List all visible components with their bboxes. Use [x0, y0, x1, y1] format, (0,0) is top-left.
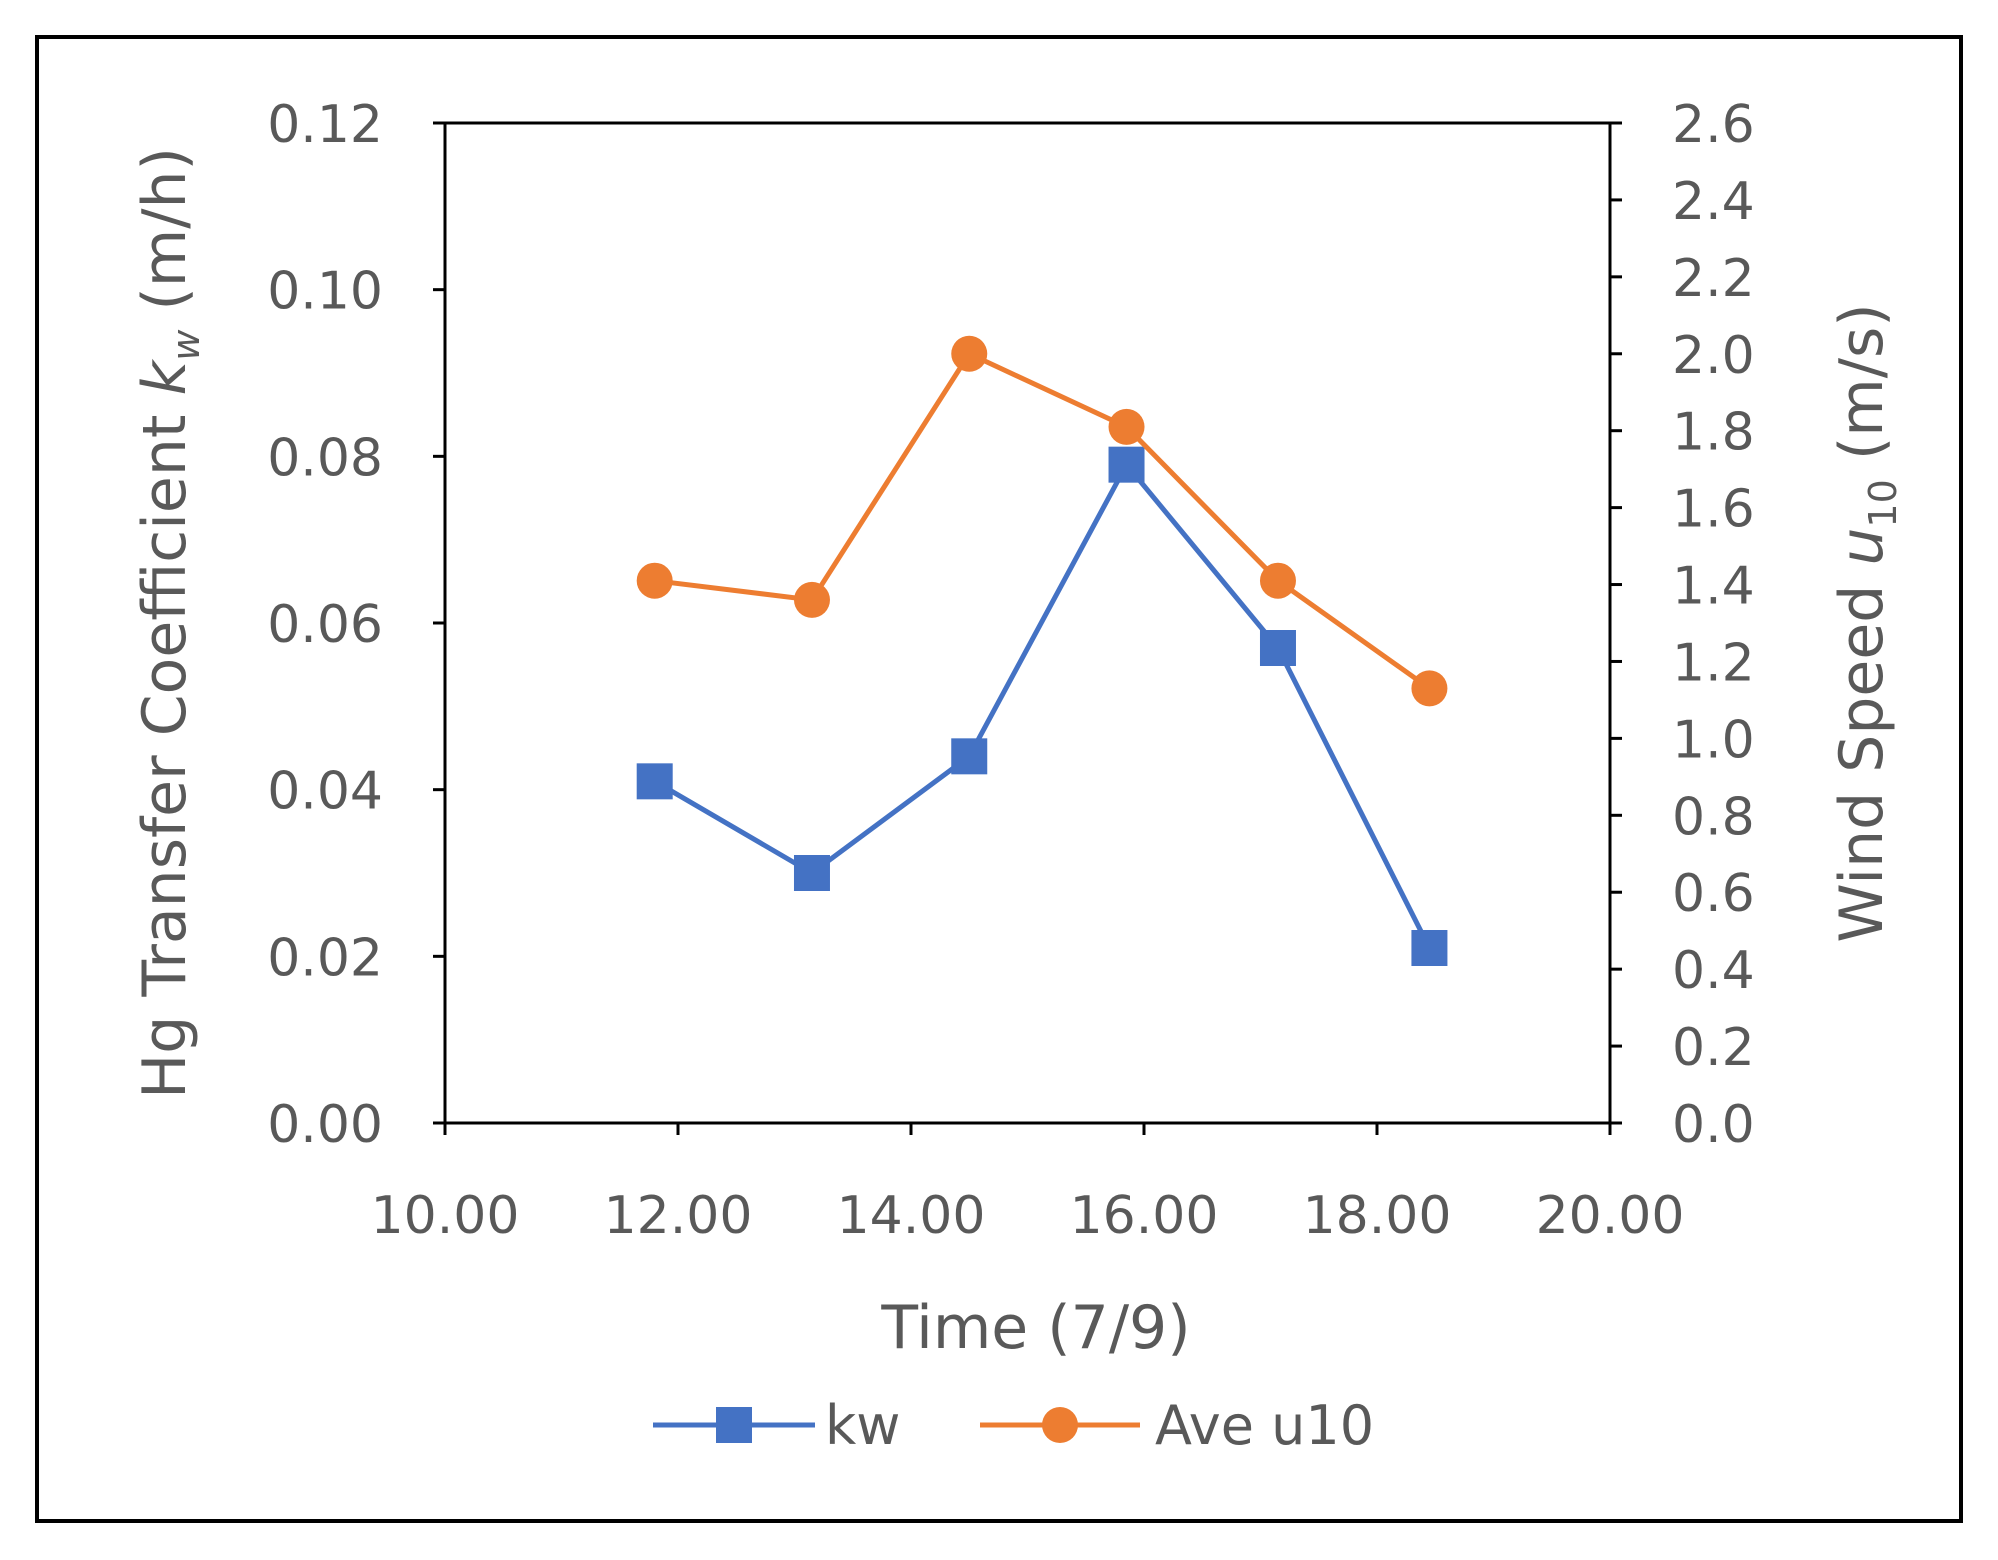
right-tick-label: 0.6	[1672, 864, 1755, 924]
right-axis-title-prefix: Wind Speed	[1827, 566, 1897, 943]
plot-area	[443, 121, 1612, 1125]
left-tick-label: 0.02	[267, 928, 383, 988]
data-point-kw	[1259, 630, 1296, 666]
x-tick-label: 18.00	[1303, 1186, 1452, 1246]
legend-u10-label: Ave u10	[1155, 1394, 1374, 1457]
series-line-u10	[654, 351, 1431, 691]
right-tick-label: 0.2	[1672, 1018, 1755, 1078]
right-tick-label: 0.0	[1672, 1095, 1755, 1155]
series-line-kw	[653, 462, 1432, 950]
right-tick-label: 2.4	[1672, 172, 1755, 232]
right-axis-title-suffix: (m/s)	[1827, 303, 1897, 479]
legend-kw-marker	[716, 1407, 752, 1443]
right-tick-label: 0.8	[1672, 787, 1755, 847]
left-axis-title-subscript: w	[164, 329, 208, 361]
x-axis: 10.00 12.00 14.00 16.00 18.00 20.00	[371, 1123, 1685, 1246]
x-tick-label: 20.00	[1536, 1186, 1685, 1246]
right-tick-label: 1.8	[1672, 403, 1755, 463]
right-tick-label: 1.0	[1672, 710, 1755, 770]
data-point-u10	[636, 562, 673, 599]
x-axis-title: Time (7/9)	[880, 1293, 1190, 1363]
x-tick-label: 12.00	[604, 1186, 753, 1246]
left-axis-title: Hg Transfer Coefficient kw (m/h)	[130, 147, 208, 1099]
right-tick-label: 2.0	[1672, 326, 1755, 386]
left-tick-label: 0.04	[267, 762, 383, 822]
data-point-u10	[1108, 408, 1145, 445]
left-axis: 0.00 0.02 0.04 0.06 0.08 0.10 0.12	[267, 95, 445, 1155]
left-tick-label: 0.00	[267, 1095, 383, 1155]
data-point-kw	[1411, 930, 1448, 966]
legend-kw-label: kw	[825, 1394, 900, 1457]
left-axis-title-suffix: (m/h)	[130, 147, 200, 330]
x-tick-label: 10.00	[371, 1186, 520, 1246]
x-tick-label: 16.00	[1070, 1186, 1219, 1246]
data-point-kw	[951, 738, 988, 775]
data-point-kw	[636, 763, 673, 800]
data-point-u10	[1259, 562, 1296, 599]
data-point-u10	[793, 581, 830, 618]
right-axis-title-subscript: 10	[1861, 479, 1905, 527]
right-tick-label: 2.2	[1672, 249, 1755, 309]
right-tick-label: 1.4	[1672, 557, 1755, 617]
figure-frame	[35, 35, 1963, 1523]
right-tick-label: 0.4	[1672, 941, 1755, 1001]
data-point-kw	[793, 855, 830, 891]
left-tick-label: 0.06	[267, 595, 383, 655]
left-tick-label: 0.10	[267, 262, 383, 322]
data-point-u10	[951, 335, 988, 372]
right-axis-title-symbol: u	[1827, 528, 1897, 566]
left-axis-title-prefix: Hg Transfer Coefficient	[130, 396, 200, 1099]
data-point-kw	[1108, 446, 1145, 483]
right-axis: 0.0 0.2 0.4 0.6 0.8 1.0 1.2 1.4 1.6 1.8 2.0 2.2 2.4 2…	[1610, 95, 1755, 1155]
left-tick-label: 0.12	[267, 95, 383, 155]
right-tick-label: 1.6	[1672, 480, 1755, 540]
left-tick-label: 0.08	[267, 428, 383, 488]
data-point-u10	[1411, 670, 1448, 707]
right-axis-title: Wind Speed u10 (m/s)	[1827, 303, 1905, 942]
left-axis-title-symbol: k	[130, 359, 200, 396]
right-tick-label: 2.6	[1672, 95, 1755, 155]
legend: kw Ave u10	[653, 1394, 1374, 1457]
x-tick-label: 14.00	[837, 1186, 986, 1246]
right-tick-label: 1.2	[1672, 633, 1755, 693]
legend-u10-marker	[1042, 1407, 1078, 1443]
series-layer	[636, 335, 1448, 966]
